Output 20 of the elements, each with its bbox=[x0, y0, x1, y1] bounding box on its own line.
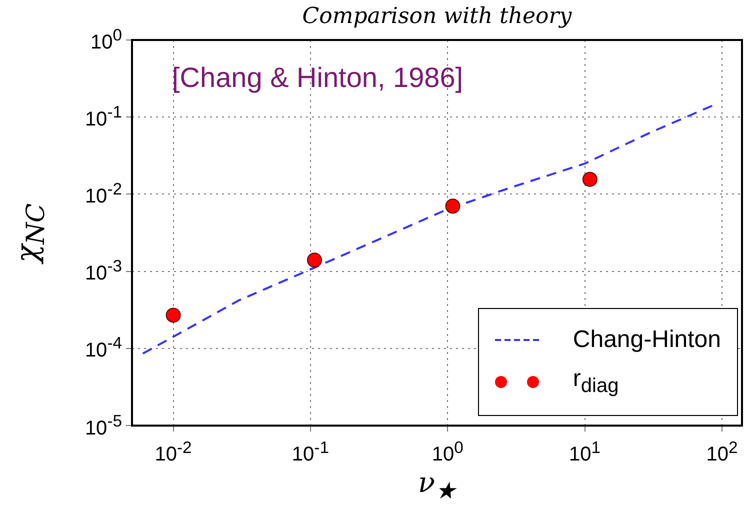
x-tick-label: 10$^{1}$ bbox=[569, 438, 601, 466]
x-axis-title: ν$_{★}$ bbox=[418, 466, 456, 504]
chart-title: Comparison with theory bbox=[301, 4, 573, 29]
point bbox=[166, 308, 181, 323]
point bbox=[306, 252, 322, 268]
x-tick-label: 10$^{-1}$ bbox=[292, 438, 329, 466]
x-tick-label: 10$^{2}$ bbox=[706, 438, 738, 466]
x-tick-label: 10$^{-2}$ bbox=[154, 438, 192, 466]
point bbox=[445, 198, 460, 214]
point bbox=[582, 172, 598, 187]
y-tick-label: 10$^{-4}$ bbox=[84, 334, 122, 363]
legend-label: Chang-Hinton bbox=[572, 326, 721, 354]
y-tick-label: 10$^{0}$ bbox=[90, 26, 122, 54]
annotation: [Chang & Hinton, 1986] bbox=[172, 62, 464, 94]
y-tick-label: 10$^{-5}$ bbox=[84, 411, 122, 440]
x-tick-label: 10$^{0}$ bbox=[432, 438, 464, 466]
y-tick-label: 10$^{-3}$ bbox=[84, 257, 122, 286]
legend-label: r$_{diag}$ bbox=[572, 365, 619, 398]
y-tick-label: 10$^{-1}$ bbox=[84, 102, 122, 132]
y-tick-label: 10$^{-2}$ bbox=[84, 180, 122, 209]
